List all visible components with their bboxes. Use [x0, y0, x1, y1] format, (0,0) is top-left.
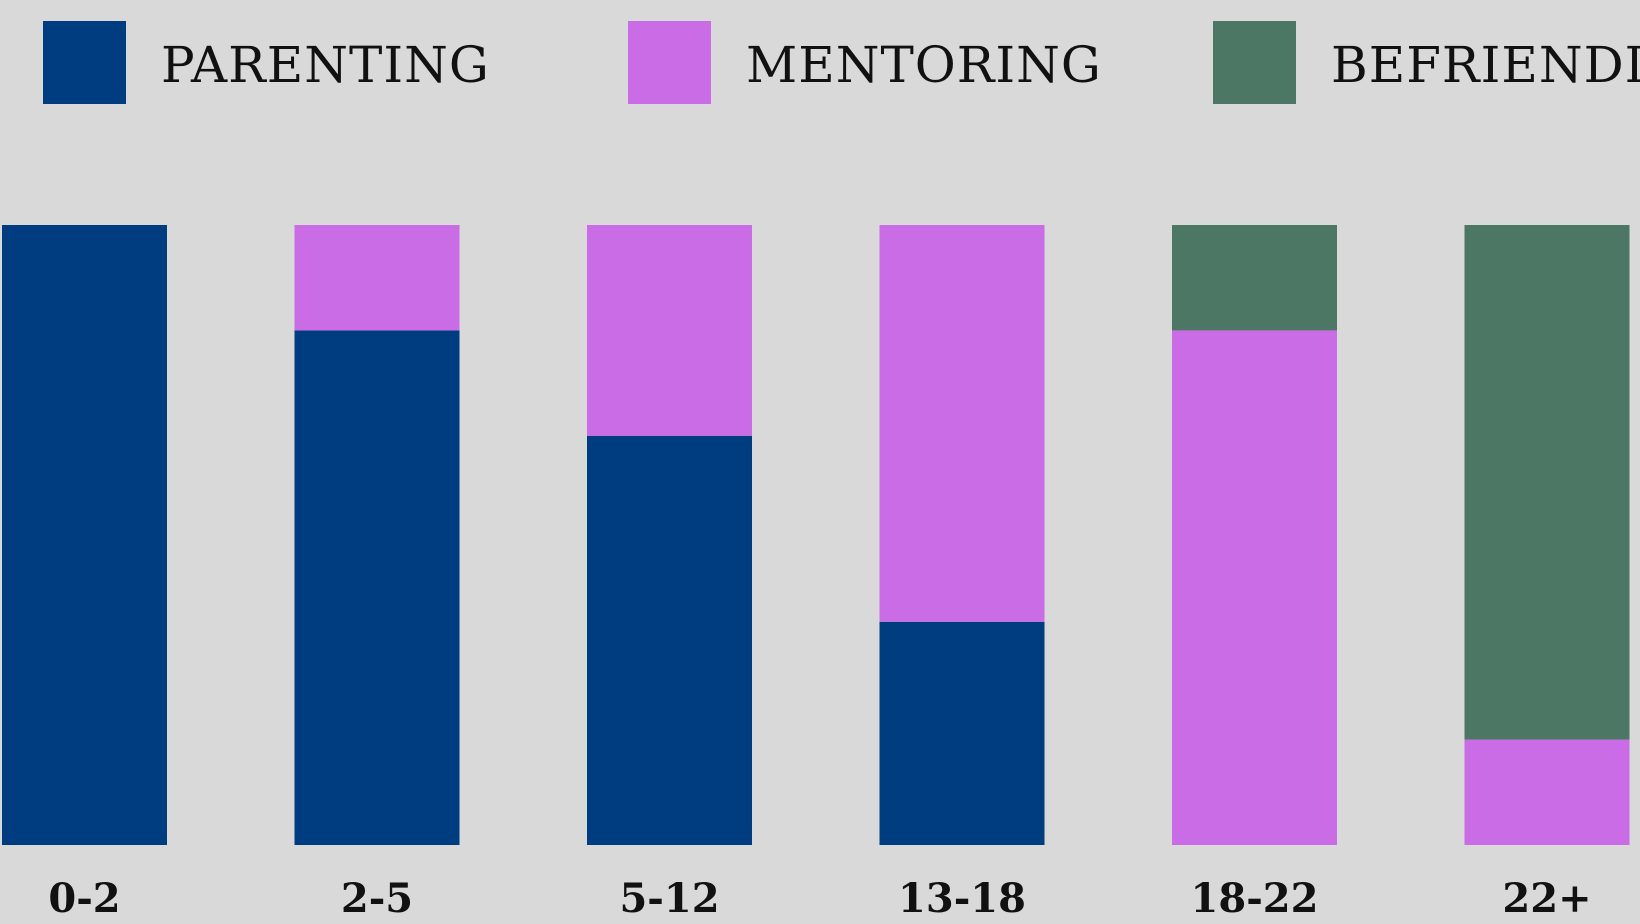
x-tick-label: 2-5: [341, 875, 413, 922]
legend-label-parenting: PARENTING: [161, 36, 490, 94]
bar-stack-2-5: [294, 225, 460, 845]
bar-mentoring-2-5: [294, 225, 460, 331]
bar-befriending-22+: [1464, 225, 1630, 740]
bar-parenting-5-12: [587, 435, 752, 845]
bar-mentoring-18-22: [1172, 330, 1337, 845]
x-tick-label: 5-12: [619, 875, 719, 922]
legend-item-befriending: BEFRIENDING: [1213, 21, 1640, 104]
legend-label-befriending: BEFRIENDING: [1331, 36, 1640, 94]
x-tick-label: 13-18: [898, 875, 1026, 922]
bar-mentoring-22+: [1464, 739, 1630, 845]
bar-parenting-13-18: [879, 621, 1045, 845]
legend-swatch-parenting: [43, 21, 126, 104]
legend-item-mentoring: MENTORING: [628, 21, 1102, 104]
bar-stack-0-2: [2, 225, 167, 845]
bar-mentoring-5-12: [587, 225, 752, 436]
bar-stack-13-18: [879, 225, 1045, 845]
bar-parenting-0-2: [2, 225, 167, 845]
legend-swatch-mentoring: [628, 21, 711, 104]
x-tick-label: 18-22: [1191, 875, 1319, 922]
bar-stack-22+: [1464, 225, 1630, 845]
bar-mentoring-13-18: [879, 225, 1045, 622]
bar-stack-18-22: [1172, 225, 1337, 845]
x-tick-label: 22+: [1502, 875, 1591, 922]
bar-stack-5-12: [587, 225, 752, 845]
bars: [2, 225, 1630, 845]
x-tick-label: 0-2: [48, 875, 120, 922]
legend: PARENTING MENTORING BEFRIENDING: [43, 21, 1640, 104]
legend-swatch-befriending: [1213, 21, 1296, 104]
x-axis-ticks: 0-2 2-5 5-12 13-18 18-22 22+: [48, 875, 1591, 922]
legend-label-mentoring: MENTORING: [746, 36, 1102, 94]
legend-item-parenting: PARENTING: [43, 21, 490, 104]
bar-befriending-18-22: [1172, 225, 1337, 331]
bar-parenting-2-5: [294, 330, 460, 845]
